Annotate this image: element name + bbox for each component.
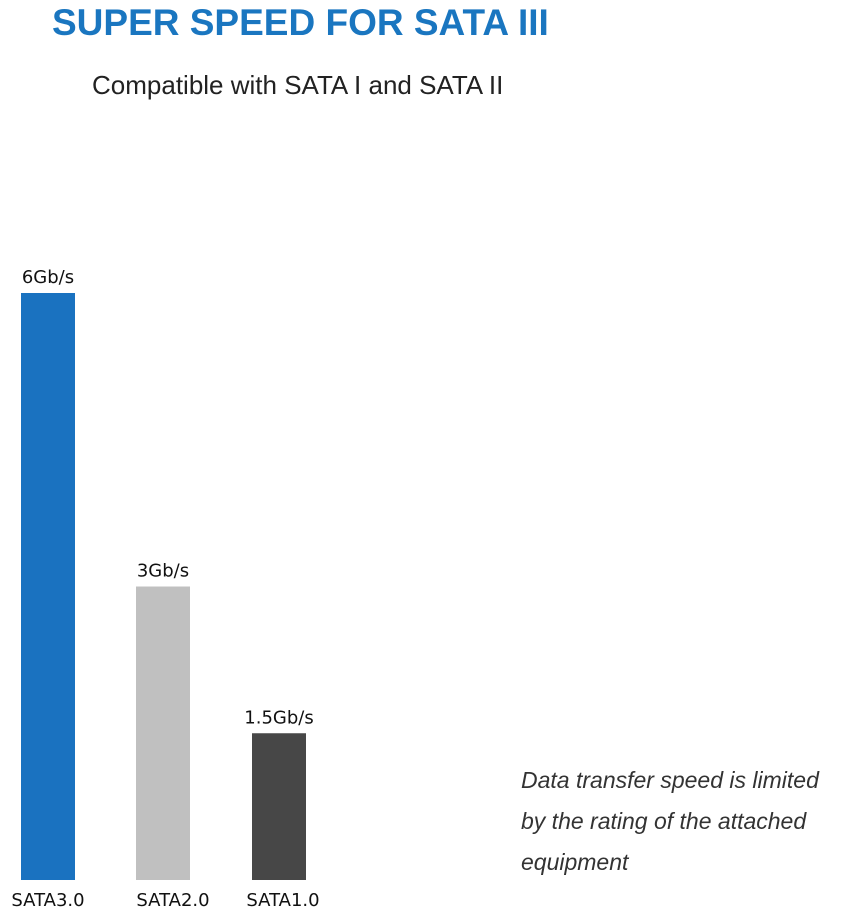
category-label: SATA3.0 <box>11 890 84 911</box>
page-title: SUPER SPEED FOR SATA III <box>52 2 549 43</box>
page-subtitle: Compatible with SATA I and SATA II <box>92 70 504 100</box>
value-label: 6Gb/s <box>22 267 74 288</box>
bar-sata2-0 <box>136 586 190 880</box>
value-label: 3Gb/s <box>137 561 189 582</box>
speed-note: Data transfer speed is limited by the ra… <box>521 767 819 875</box>
bar-sata3-0 <box>21 293 75 880</box>
category-label: SATA1.0 <box>246 890 319 911</box>
value-label: 1.5Gb/s <box>244 707 313 728</box>
category-label: SATA2.0 <box>136 890 209 911</box>
bar-sata1-0 <box>252 733 306 880</box>
